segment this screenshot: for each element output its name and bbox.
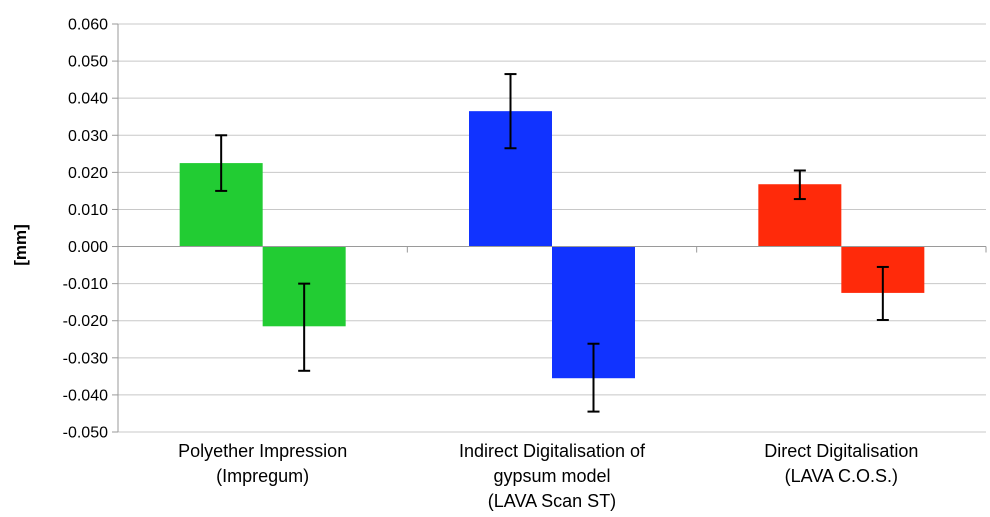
y-tick-labels: 0.060 0.050 0.040 0.030 0.020 0.010 0.000 -0.01… bbox=[63, 17, 108, 442]
axes bbox=[117, 24, 987, 432]
y-tick-label: 0.050 bbox=[68, 54, 108, 71]
y-tick-label: -0.040 bbox=[63, 387, 108, 404]
x-category-label: (Impregum) bbox=[216, 466, 309, 486]
y-tick-label: 0.030 bbox=[68, 128, 108, 145]
x-category-label: (LAVA Scan ST) bbox=[488, 491, 616, 511]
y-tick-label: -0.030 bbox=[63, 350, 108, 367]
x-category-label: Polyether Impression bbox=[178, 441, 347, 461]
y-tick-label: 0.060 bbox=[68, 17, 108, 34]
y-tick-label: 0.020 bbox=[68, 165, 108, 182]
y-tick-label: -0.020 bbox=[63, 313, 108, 330]
y-tick-label: 0.010 bbox=[68, 202, 108, 219]
y-tick-label: -0.050 bbox=[63, 425, 108, 442]
y-tick-label: 0.000 bbox=[68, 239, 108, 256]
y-axis-title: [mm] bbox=[11, 224, 30, 266]
error-bars bbox=[215, 73, 889, 413]
bars bbox=[179, 111, 925, 379]
y-tick-label: 0.040 bbox=[68, 91, 108, 108]
x-category-label: gypsum model bbox=[493, 466, 610, 486]
x-category-label: Direct Digitalisation bbox=[764, 441, 918, 461]
y-tick-label: -0.010 bbox=[63, 276, 108, 293]
x-category-label: Indirect Digitalisation of bbox=[459, 441, 646, 461]
x-category-labels: Polyether Impression (Impregum) Indirect D… bbox=[178, 441, 918, 511]
x-category-label: (LAVA C.O.S.) bbox=[785, 466, 898, 486]
